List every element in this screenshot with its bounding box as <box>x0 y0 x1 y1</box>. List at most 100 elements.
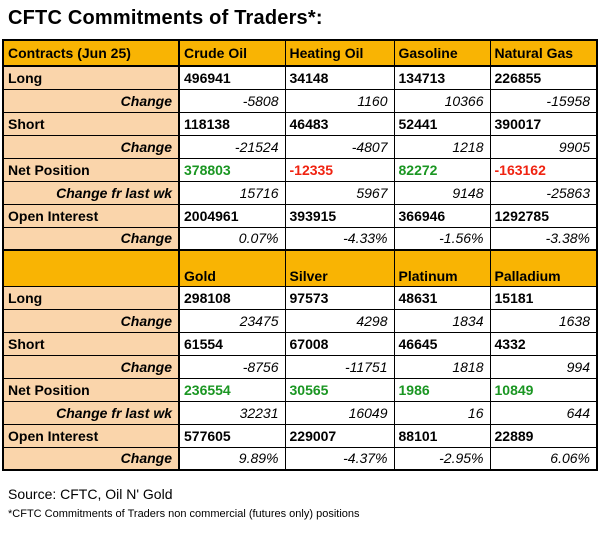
table-row-short: Short 61554 67008 46645 4332 <box>2 331 598 356</box>
value-cell: 1638 <box>489 308 598 333</box>
value-cell: 32231 <box>178 400 286 425</box>
value-cell: -11751 <box>284 354 395 379</box>
value-cell: 22889 <box>489 423 598 448</box>
value-cell: 994 <box>489 354 598 379</box>
table-row-change-fr-last-wk: Change fr last wk 15716 5967 9148 -25863 <box>2 180 598 205</box>
row-label: Change <box>2 446 180 471</box>
value-cell: -25863 <box>489 180 598 205</box>
row-label: Change <box>2 134 180 159</box>
value-cell: 46483 <box>284 111 395 136</box>
table-row-change: Change -8756 -11751 1818 994 <box>2 354 598 379</box>
row-label: Long <box>2 65 180 90</box>
value-cell: 4298 <box>284 308 395 333</box>
metals-header-row: Gold Silver Platinum Palladium <box>2 249 598 287</box>
value-cell: 23475 <box>178 308 286 333</box>
value-cell: 16 <box>393 400 491 425</box>
page-title: CFTC Commitments of Traders*: <box>8 7 323 29</box>
value-cell: 9905 <box>489 134 598 159</box>
header-cell-crude-oil: Crude Oil <box>178 39 286 67</box>
header-cell-gold: Gold <box>178 249 286 287</box>
table-row-change: Change 9.89% -4.37% -2.95% 6.06% <box>2 446 598 471</box>
header-cell-contracts: Contracts (Jun 25) <box>2 39 180 67</box>
value-cell: 226855 <box>489 65 598 90</box>
table-row-change: Change -5808 1160 10366 -15958 <box>2 88 598 113</box>
value-cell: 34148 <box>284 65 395 90</box>
value-cell: 52441 <box>393 111 491 136</box>
value-cell: 1818 <box>393 354 491 379</box>
value-cell: 61554 <box>178 331 286 356</box>
value-cell-negative: -12335 <box>284 157 395 182</box>
value-cell: 6.06% <box>489 446 598 471</box>
value-cell: 1292785 <box>489 203 598 228</box>
value-cell: 134713 <box>393 65 491 90</box>
row-label: Change fr last wk <box>2 180 180 205</box>
row-label: Net Position <box>2 157 180 182</box>
value-cell: -4.37% <box>284 446 395 471</box>
value-cell: 5967 <box>284 180 395 205</box>
value-cell: 1160 <box>284 88 395 113</box>
header-cell-platinum: Platinum <box>393 249 491 287</box>
value-cell-positive: 82272 <box>393 157 491 182</box>
value-cell: 298108 <box>178 285 286 310</box>
table-row-change: Change -21524 -4807 1218 9905 <box>2 134 598 159</box>
value-cell: 97573 <box>284 285 395 310</box>
value-cell: 48631 <box>393 285 491 310</box>
value-cell-positive: 378803 <box>178 157 286 182</box>
value-cell-positive: 30565 <box>284 377 395 402</box>
value-cell: 46645 <box>393 331 491 356</box>
table-row-long: Long 496941 34148 134713 226855 <box>2 65 598 90</box>
header-cell-empty <box>2 249 180 287</box>
value-cell: 9148 <box>393 180 491 205</box>
value-cell: 1834 <box>393 308 491 333</box>
value-cell: 4332 <box>489 331 598 356</box>
row-label: Change <box>2 308 180 333</box>
value-cell: -15958 <box>489 88 598 113</box>
value-cell: -8756 <box>178 354 286 379</box>
row-label: Change fr last wk <box>2 400 180 425</box>
row-label: Short <box>2 111 180 136</box>
table-row-open-interest: Open Interest 577605 229007 88101 22889 <box>2 423 598 448</box>
value-cell: 229007 <box>284 423 395 448</box>
row-label: Short <box>2 331 180 356</box>
table-row-net-position: Net Position 236554 30565 1986 10849 <box>2 377 598 402</box>
value-cell: 2004961 <box>178 203 286 228</box>
value-cell: 118138 <box>178 111 286 136</box>
value-cell: 577605 <box>178 423 286 448</box>
value-cell: 366946 <box>393 203 491 228</box>
value-cell: -21524 <box>178 134 286 159</box>
value-cell-negative: -163162 <box>489 157 598 182</box>
value-cell-positive: 1986 <box>393 377 491 402</box>
value-cell: -2.95% <box>393 446 491 471</box>
source-text: Source: CFTC, Oil N' Gold <box>8 486 173 502</box>
value-cell: 0.07% <box>178 226 286 251</box>
value-cell: 15181 <box>489 285 598 310</box>
header-cell-gasoline: Gasoline <box>393 39 491 67</box>
header-cell-palladium: Palladium <box>489 249 598 287</box>
value-cell: 393915 <box>284 203 395 228</box>
value-cell: 644 <box>489 400 598 425</box>
value-cell: -5808 <box>178 88 286 113</box>
value-cell: 15716 <box>178 180 286 205</box>
value-cell: 16049 <box>284 400 395 425</box>
value-cell: 67008 <box>284 331 395 356</box>
value-cell-positive: 10849 <box>489 377 598 402</box>
header-cell-natural-gas: Natural Gas <box>489 39 598 67</box>
row-label: Net Position <box>2 377 180 402</box>
table-row-long: Long 298108 97573 48631 15181 <box>2 285 598 310</box>
header-cell-heating-oil: Heating Oil <box>284 39 395 67</box>
value-cell: -3.38% <box>489 226 598 251</box>
value-cell: 496941 <box>178 65 286 90</box>
table-row-change: Change 23475 4298 1834 1638 <box>2 308 598 333</box>
table-row-change-fr-last-wk: Change fr last wk 32231 16049 16 644 <box>2 400 598 425</box>
table-row-change: Change 0.07% -4.33% -1.56% -3.38% <box>2 226 598 251</box>
table-row-short: Short 118138 46483 52441 390017 <box>2 111 598 136</box>
value-cell: -1.56% <box>393 226 491 251</box>
value-cell: -4.33% <box>284 226 395 251</box>
value-cell: 88101 <box>393 423 491 448</box>
row-label: Open Interest <box>2 423 180 448</box>
row-label: Change <box>2 226 180 251</box>
value-cell: 9.89% <box>178 446 286 471</box>
energy-header-row: Contracts (Jun 25) Crude Oil Heating Oil… <box>2 39 598 67</box>
value-cell-positive: 236554 <box>178 377 286 402</box>
value-cell: 1218 <box>393 134 491 159</box>
